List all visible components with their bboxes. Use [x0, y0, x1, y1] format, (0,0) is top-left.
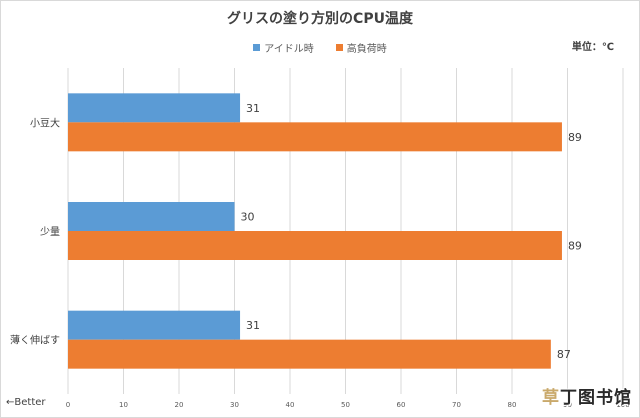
unit-label: 単位：℃: [571, 42, 614, 53]
legend-item-load: 高負荷時: [335, 40, 387, 55]
legend-swatch-load: [335, 44, 343, 51]
bar-0-1: [68, 202, 235, 231]
data-label-1-1: 89: [568, 240, 582, 253]
better-annotation: ←Better: [6, 397, 46, 408]
category-label-0: 小豆大: [30, 116, 60, 129]
category-label-1: 少量: [40, 226, 60, 238]
bar-1-0: [68, 122, 562, 152]
chart-title: グリスの塗り方別のCPU温度: [227, 11, 413, 27]
legend-swatch-idle: [253, 44, 261, 51]
x-tick-label-30: 30: [230, 401, 239, 409]
watermark: 草丁图书馆: [542, 383, 632, 408]
x-tick-label-10: 10: [119, 401, 128, 409]
watermark-rest: 丁图书馆: [560, 388, 632, 408]
legend: アイドル時 高負荷時: [0, 40, 640, 55]
x-tick-label-80: 80: [508, 401, 517, 409]
x-tick-label-70: 70: [452, 401, 461, 409]
bar-0-0: [68, 93, 241, 123]
bar-1-2: [68, 339, 551, 369]
data-label-0-0: 31: [246, 102, 260, 115]
data-label-1-2: 87: [557, 348, 571, 361]
bar-0-2: [68, 310, 241, 340]
legend-label-idle: アイドル時: [264, 44, 314, 55]
x-tick-label-50: 50: [341, 401, 350, 409]
x-tick-label-20: 20: [175, 401, 184, 409]
x-tick-label-60: 60: [397, 401, 406, 409]
data-label-1-0: 89: [568, 131, 582, 144]
x-tick-label-90: 90: [563, 401, 572, 409]
x-tick-label-0: 0: [66, 401, 70, 409]
legend-item-idle: アイドル時: [253, 40, 314, 55]
data-label-0-2: 31: [246, 319, 260, 332]
data-label-0-1: 30: [241, 211, 255, 224]
x-tick-label-40: 40: [286, 401, 295, 409]
watermark-first: 草: [542, 388, 560, 408]
category-label-2: 薄く伸ばす: [10, 334, 60, 347]
legend-label-load: 高負荷時: [346, 44, 387, 55]
bar-1-1: [68, 231, 562, 260]
x-tick-label-100: 100: [616, 401, 629, 409]
